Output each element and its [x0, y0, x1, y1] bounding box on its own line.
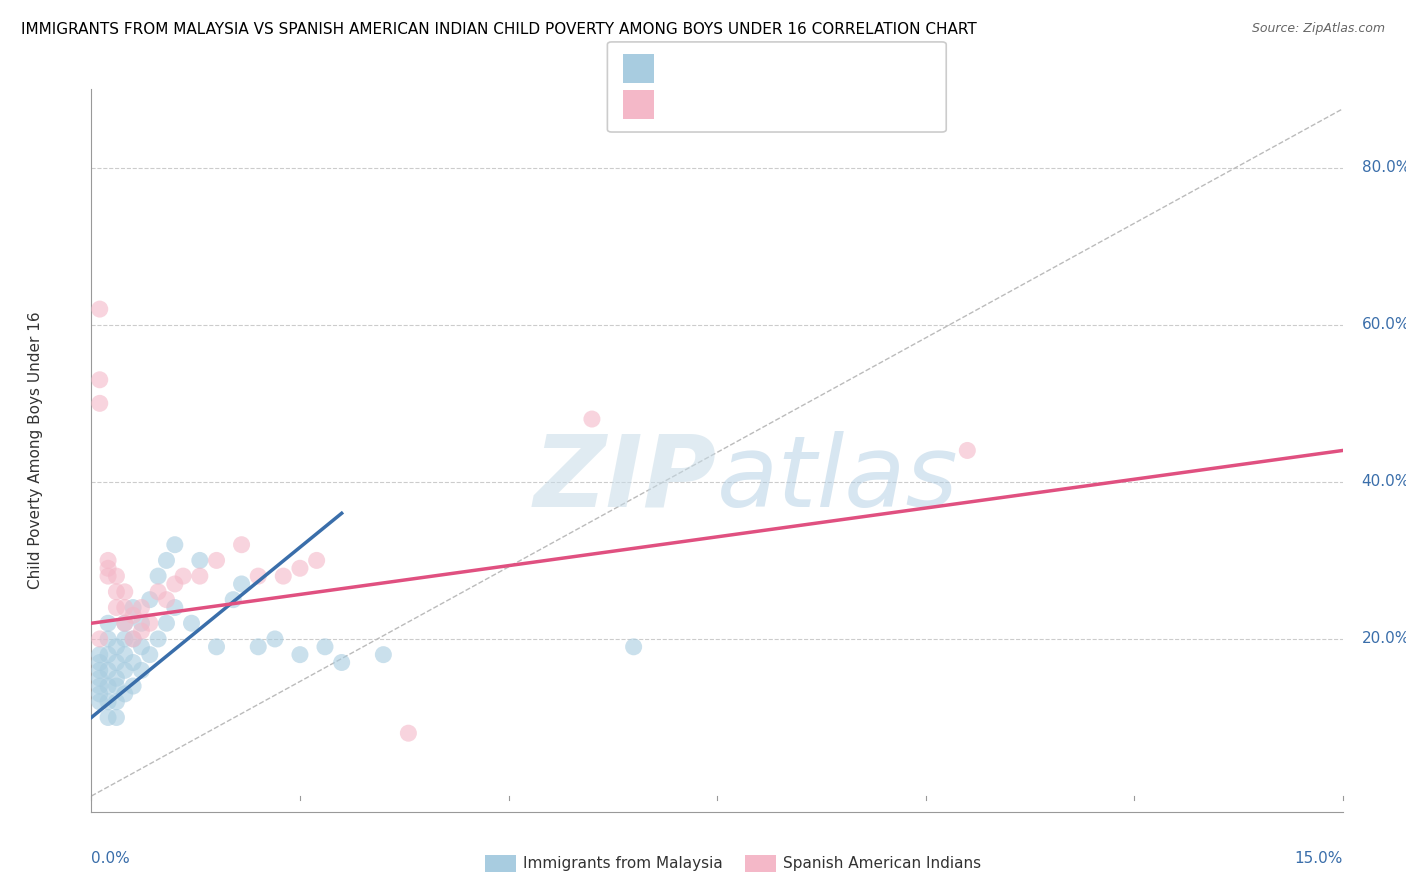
- Point: [122, 679, 145, 693]
- Point: [305, 553, 328, 567]
- Point: [89, 687, 111, 701]
- Text: Spanish American Indians: Spanish American Indians: [783, 856, 981, 871]
- Point: [131, 600, 153, 615]
- Point: [180, 616, 202, 631]
- Point: [105, 710, 128, 724]
- Text: 0.0%: 0.0%: [91, 852, 131, 866]
- Point: [139, 616, 162, 631]
- Point: [271, 569, 294, 583]
- Text: IMMIGRANTS FROM MALAYSIA VS SPANISH AMERICAN INDIAN CHILD POVERTY AMONG BOYS UND: IMMIGRANTS FROM MALAYSIA VS SPANISH AMER…: [21, 22, 977, 37]
- Point: [205, 640, 228, 654]
- Point: [114, 616, 136, 631]
- Point: [330, 656, 353, 670]
- Text: Source: ZipAtlas.com: Source: ZipAtlas.com: [1251, 22, 1385, 36]
- Point: [122, 600, 145, 615]
- Text: 60.0%: 60.0%: [1361, 318, 1406, 333]
- Point: [139, 592, 162, 607]
- Point: [581, 412, 603, 426]
- Point: [131, 640, 153, 654]
- Point: [114, 616, 136, 631]
- Point: [114, 632, 136, 646]
- Point: [89, 632, 111, 646]
- Point: [105, 671, 128, 685]
- Point: [231, 538, 253, 552]
- Text: atlas: atlas: [717, 431, 959, 528]
- Point: [97, 695, 120, 709]
- Point: [288, 561, 311, 575]
- Point: [231, 577, 253, 591]
- Point: [97, 616, 120, 631]
- Point: [97, 664, 120, 678]
- Point: [956, 443, 979, 458]
- Point: [105, 679, 128, 693]
- Point: [89, 695, 111, 709]
- Point: [163, 538, 186, 552]
- Point: [114, 664, 136, 678]
- Point: [155, 592, 177, 607]
- Text: R = 0.290   N = 32: R = 0.290 N = 32: [659, 95, 815, 110]
- Point: [146, 569, 169, 583]
- Point: [89, 656, 111, 670]
- Point: [105, 640, 128, 654]
- Point: [314, 640, 336, 654]
- Point: [172, 569, 194, 583]
- Point: [188, 553, 211, 567]
- Point: [97, 561, 120, 575]
- Point: [89, 664, 111, 678]
- Point: [131, 616, 153, 631]
- Text: 80.0%: 80.0%: [1361, 161, 1406, 175]
- Point: [155, 616, 177, 631]
- Point: [163, 600, 186, 615]
- Point: [97, 710, 120, 724]
- Point: [155, 553, 177, 567]
- Point: [114, 648, 136, 662]
- Point: [373, 648, 395, 662]
- Point: [105, 584, 128, 599]
- Point: [146, 584, 169, 599]
- Point: [222, 592, 245, 607]
- Point: [89, 648, 111, 662]
- Text: 15.0%: 15.0%: [1295, 852, 1343, 866]
- Point: [163, 577, 186, 591]
- Text: 40.0%: 40.0%: [1361, 475, 1406, 490]
- Point: [105, 695, 128, 709]
- Point: [264, 632, 287, 646]
- Point: [288, 648, 311, 662]
- Point: [146, 632, 169, 646]
- Point: [114, 600, 136, 615]
- Point: [89, 396, 111, 410]
- Point: [105, 569, 128, 583]
- Point: [114, 687, 136, 701]
- Point: [89, 373, 111, 387]
- Text: 20.0%: 20.0%: [1361, 632, 1406, 647]
- Point: [105, 656, 128, 670]
- Text: R = 0.342   N = 52: R = 0.342 N = 52: [659, 60, 815, 74]
- Point: [89, 302, 111, 317]
- Point: [105, 600, 128, 615]
- Point: [122, 632, 145, 646]
- Point: [97, 648, 120, 662]
- Point: [247, 569, 270, 583]
- Point: [122, 632, 145, 646]
- Point: [139, 648, 162, 662]
- Point: [97, 632, 120, 646]
- Point: [97, 553, 120, 567]
- Point: [205, 553, 228, 567]
- Text: Child Poverty Among Boys Under 16: Child Poverty Among Boys Under 16: [28, 311, 42, 590]
- Point: [396, 726, 419, 740]
- Point: [623, 640, 645, 654]
- Text: ZIP: ZIP: [534, 431, 717, 528]
- Point: [122, 656, 145, 670]
- Point: [89, 679, 111, 693]
- Point: [131, 624, 153, 639]
- Point: [122, 608, 145, 623]
- Point: [89, 671, 111, 685]
- Point: [114, 584, 136, 599]
- Point: [131, 664, 153, 678]
- Point: [97, 569, 120, 583]
- Text: Immigrants from Malaysia: Immigrants from Malaysia: [523, 856, 723, 871]
- Point: [97, 679, 120, 693]
- Point: [188, 569, 211, 583]
- Point: [247, 640, 270, 654]
